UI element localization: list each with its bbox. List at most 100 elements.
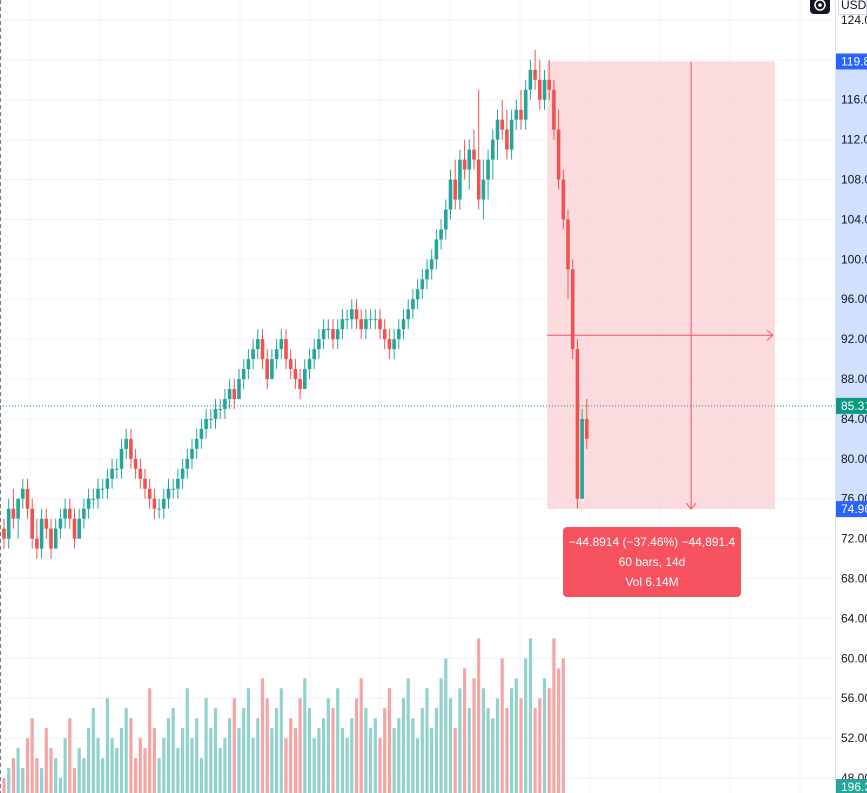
volume-bar xyxy=(129,718,133,793)
candle-body xyxy=(476,159,481,200)
price-tick-label: 64.00 xyxy=(841,611,867,625)
candle-body xyxy=(491,139,495,160)
volume-bar xyxy=(387,688,391,793)
candle-body xyxy=(49,528,53,549)
candle-body xyxy=(411,299,415,310)
volume-bar xyxy=(87,728,91,793)
volume-bar xyxy=(293,728,297,793)
volume-bar xyxy=(44,728,48,793)
candle-body xyxy=(298,379,302,390)
price-tick-label: 92.00 xyxy=(841,332,867,346)
candle-body xyxy=(467,149,472,170)
volume-bar xyxy=(467,708,471,793)
candle-body xyxy=(354,309,359,320)
candle-body xyxy=(378,319,382,330)
candle-body xyxy=(194,438,199,449)
candle-body xyxy=(542,79,547,100)
price-tick-label: 60.00 xyxy=(841,651,867,665)
volume-bar xyxy=(406,678,410,793)
candle-body xyxy=(552,89,556,130)
candle-body xyxy=(340,319,345,330)
volume-bar xyxy=(345,738,349,793)
volume-bar xyxy=(209,728,213,793)
candle-body xyxy=(538,79,542,100)
gear-icon xyxy=(814,0,826,11)
candle-body xyxy=(406,309,410,320)
candle-body xyxy=(350,309,354,320)
candle-body xyxy=(2,528,6,539)
range-low-tag xyxy=(836,501,867,518)
volume-bar xyxy=(528,638,532,793)
volume-bar xyxy=(11,758,15,793)
volume-bar xyxy=(21,768,25,793)
volume-bar xyxy=(138,738,142,793)
candle-body xyxy=(63,508,67,519)
candle-body xyxy=(157,508,161,510)
price-axis[interactable]: 124.00120.00116.00112.00108.00104.00100.… xyxy=(835,0,867,793)
candle-body xyxy=(105,478,110,489)
volume-bar xyxy=(463,668,467,793)
currency-label[interactable]: USD xyxy=(838,0,867,15)
candle-body xyxy=(110,468,114,479)
candle-body xyxy=(44,518,49,529)
settings-button[interactable] xyxy=(810,0,830,14)
volume-bar xyxy=(401,698,406,793)
candle-body xyxy=(523,89,528,120)
volume-bar xyxy=(152,728,156,793)
volume-bar xyxy=(115,748,119,793)
volume-bar xyxy=(458,688,462,793)
volume-bar xyxy=(307,708,312,793)
candle-body xyxy=(420,279,425,290)
volume-bar xyxy=(538,698,542,793)
volume-bar xyxy=(181,728,185,793)
volume-bar xyxy=(237,728,241,793)
volume-bar xyxy=(477,638,481,793)
volume-bar xyxy=(448,698,453,793)
candle-body xyxy=(284,339,288,360)
volume-bar xyxy=(472,678,476,793)
price-tick-label: 108.00 xyxy=(841,173,867,187)
price-tick-label: 124.00 xyxy=(841,13,867,27)
candle-body xyxy=(434,239,439,260)
candle-body xyxy=(204,418,208,429)
volume-bar xyxy=(383,708,387,793)
volume-bar xyxy=(119,728,124,793)
volume-bar xyxy=(373,718,377,793)
candle-body xyxy=(321,329,326,340)
candle-body xyxy=(439,229,443,240)
price-tags: 119.84 85.31 74.96 196.3 xyxy=(836,53,867,793)
candle-body xyxy=(303,369,307,390)
volume-bar xyxy=(242,708,246,793)
candle-body xyxy=(223,398,227,409)
measure-horizontal-arrow xyxy=(766,329,774,341)
candle-body xyxy=(100,488,105,490)
candle-body xyxy=(453,179,457,200)
volume-bar xyxy=(228,718,232,793)
price-tick-label: 104.00 xyxy=(841,212,867,226)
candle-body xyxy=(561,179,566,220)
volume-bar xyxy=(54,758,58,793)
volume-bar xyxy=(505,708,509,793)
candle-body xyxy=(364,319,368,330)
volume-bar xyxy=(157,758,161,793)
volume-bar xyxy=(397,718,401,793)
volume-bar xyxy=(2,778,6,793)
candle-body xyxy=(185,458,190,469)
volume-bar xyxy=(547,688,551,793)
volume-bar xyxy=(411,718,415,793)
candle-body xyxy=(237,379,241,399)
volume-bar xyxy=(279,688,283,793)
candle-body xyxy=(397,329,401,340)
candle-body xyxy=(147,488,152,499)
candle-body xyxy=(213,408,218,419)
candle-body xyxy=(580,418,584,499)
volume-bar xyxy=(171,708,175,793)
volume-bar xyxy=(533,708,537,793)
volume-bar xyxy=(514,678,518,793)
candle-body xyxy=(495,119,500,140)
candle-body xyxy=(345,319,349,321)
volume-bar xyxy=(416,738,420,793)
volume-bar xyxy=(561,658,565,793)
candle-body xyxy=(279,339,284,350)
